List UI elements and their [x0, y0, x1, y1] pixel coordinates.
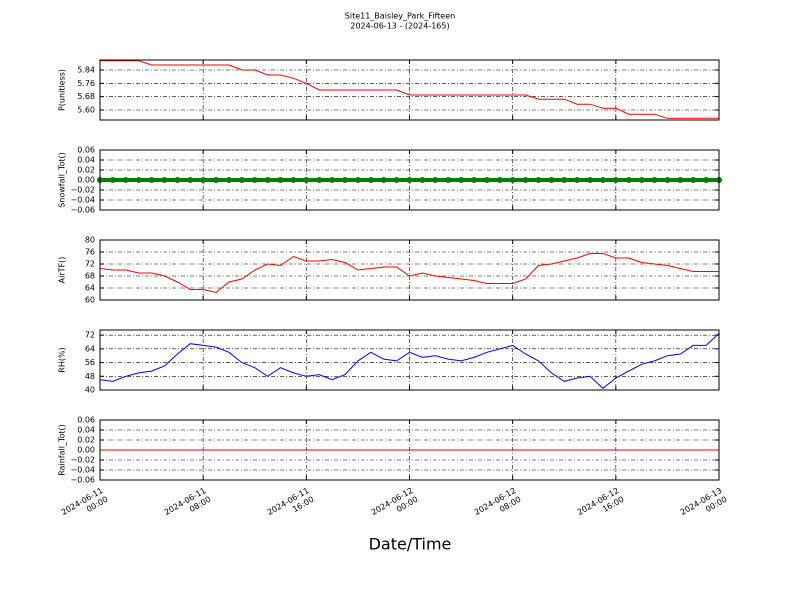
data-point: [548, 177, 555, 183]
data-point: [187, 177, 194, 183]
y-tick-label: 60: [85, 296, 95, 305]
data-line: [99, 253, 719, 294]
y-axis-label: P(unitless): [58, 69, 67, 111]
y-tick-label: 5.76: [77, 79, 95, 88]
y-tick-label: 5.68: [77, 92, 95, 101]
data-point: [213, 177, 220, 183]
data-point: [264, 177, 271, 183]
y-tick-label: 0.06: [77, 146, 95, 155]
y-tick-label: 64: [85, 284, 95, 293]
data-line: [100, 60, 719, 119]
y-tick-label: 72: [85, 260, 95, 269]
data-point: [432, 177, 439, 183]
y-tick-label: 40: [85, 386, 95, 395]
y-tick-label: −0.02: [70, 186, 95, 195]
y-tick-label: −0.02: [70, 456, 95, 465]
y-tick-label: 5.84: [77, 66, 95, 75]
data-point: [419, 177, 426, 183]
data-point: [561, 177, 568, 183]
data-point: [522, 177, 529, 183]
plot-frame: [99, 419, 720, 481]
data-point: [200, 177, 207, 183]
data-point: [354, 177, 361, 183]
data-point: [316, 177, 323, 183]
y-tick-label: 0.04: [77, 426, 95, 435]
data-point: [483, 177, 490, 183]
data-point: [148, 177, 155, 183]
plot-frame: [99, 59, 720, 121]
plot-frame: [99, 329, 720, 391]
data-point: [122, 177, 129, 183]
data-point: [574, 177, 581, 183]
data-point: [161, 177, 168, 183]
data-point: [342, 177, 349, 183]
y-tick-label: 0.00: [77, 176, 95, 185]
data-point: [587, 177, 594, 183]
data-point: [174, 177, 181, 183]
y-tick-label: 0.02: [77, 166, 95, 175]
data-point: [329, 177, 336, 183]
plot-frame: [99, 239, 720, 301]
x-axis-label: Date/Time: [369, 535, 452, 554]
y-tick-label: 0.02: [77, 436, 95, 445]
data-point: [703, 177, 710, 183]
data-point: [109, 177, 116, 183]
y-tick-label: 56: [85, 358, 95, 367]
data-point: [135, 177, 142, 183]
y-tick-label: 5.60: [77, 106, 95, 115]
data-point: [277, 177, 284, 183]
y-tick-label: −0.04: [70, 466, 95, 475]
data-point: [625, 177, 632, 183]
data-point: [599, 177, 606, 183]
y-tick-label: 48: [85, 372, 95, 381]
data-point: [638, 177, 645, 183]
data-point: [238, 177, 245, 183]
y-axis-label: RH(%): [58, 347, 67, 372]
data-point: [664, 177, 671, 183]
y-tick-label: −0.06: [70, 206, 95, 215]
y-tick-label: 76: [85, 248, 95, 257]
chart-title: Site11_Baisley_Park_Fifteen: [345, 12, 455, 21]
data-point: [677, 177, 684, 183]
data-point: [251, 177, 258, 183]
data-point: [535, 177, 542, 183]
data-point: [458, 177, 465, 183]
y-axis-label: AirTF(): [58, 257, 67, 284]
chart-subtitle: 2024-06-13 - (2024-165): [350, 22, 449, 31]
data-point: [470, 177, 477, 183]
y-axis-label: Snowfall_Tot(): [58, 152, 67, 208]
data-point: [393, 177, 400, 183]
y-tick-label: 0.06: [77, 416, 95, 425]
data-point: [225, 177, 232, 183]
y-tick-label: −0.04: [70, 196, 95, 205]
y-tick-label: 72: [85, 331, 95, 340]
y-tick-label: 68: [85, 272, 95, 281]
data-point: [496, 177, 503, 183]
y-axis-label: Rainfall_Tot(): [58, 424, 67, 476]
data-point: [445, 177, 452, 183]
data-point: [509, 177, 516, 183]
data-point: [380, 177, 387, 183]
data-point: [406, 177, 413, 183]
data-line: [99, 333, 720, 389]
data-point: [651, 177, 658, 183]
data-point: [367, 177, 374, 183]
y-tick-label: 64: [85, 344, 95, 353]
y-tick-label: −0.06: [70, 476, 95, 485]
data-point: [303, 177, 310, 183]
y-tick-label: 80: [85, 236, 95, 245]
plot-frame: [99, 149, 720, 211]
data-point: [612, 177, 619, 183]
data-point: [290, 177, 297, 183]
data-point: [690, 177, 697, 183]
y-tick-label: 0.00: [77, 446, 95, 455]
y-tick-label: 0.04: [77, 156, 95, 165]
